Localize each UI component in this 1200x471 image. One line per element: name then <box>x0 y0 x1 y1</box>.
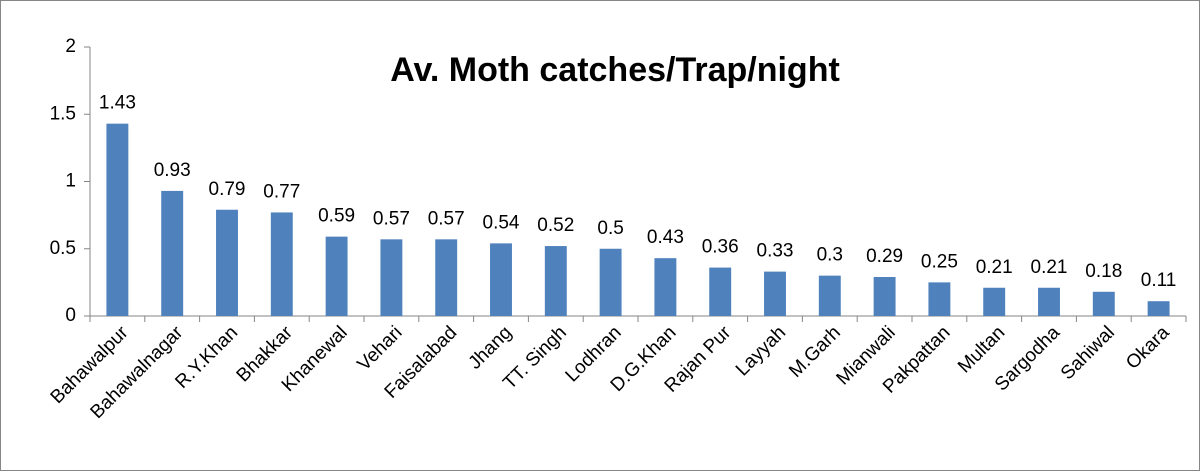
bar <box>216 209 238 316</box>
bar <box>599 248 622 316</box>
bar <box>764 271 786 316</box>
bar <box>1092 291 1115 316</box>
bar <box>325 236 348 316</box>
bar <box>1147 301 1170 316</box>
data-label: 0.79 <box>209 179 246 200</box>
y-tick-label: 2 <box>65 36 76 57</box>
bar <box>983 287 1006 316</box>
data-label: 0.54 <box>483 212 520 233</box>
data-label: 0.11 <box>1141 270 1177 291</box>
bar <box>106 123 129 316</box>
data-label: 0.5 <box>597 218 623 239</box>
data-label: 0.36 <box>702 237 739 258</box>
y-tick-label: 1.5 <box>50 103 76 124</box>
data-label: 0.93 <box>154 160 191 181</box>
data-label: 0.33 <box>757 241 794 262</box>
bar <box>928 282 951 316</box>
data-label: 0.77 <box>263 181 300 202</box>
bar <box>435 239 458 316</box>
bar <box>380 239 403 316</box>
data-label: 0.57 <box>373 208 410 229</box>
data-label: 0.57 <box>428 208 465 229</box>
bar <box>161 190 184 316</box>
bar <box>1038 287 1060 316</box>
bar <box>654 258 677 316</box>
data-label: 0.3 <box>817 245 843 266</box>
bar <box>873 276 896 316</box>
bar <box>544 246 567 316</box>
data-label: 1.43 <box>99 93 136 114</box>
bar <box>818 275 841 316</box>
data-label: 0.59 <box>318 206 355 227</box>
data-label: 0.29 <box>866 246 903 267</box>
data-label: 0.52 <box>537 215 574 236</box>
data-label: 0.43 <box>647 227 684 248</box>
bar <box>709 267 732 316</box>
data-label: 0.21 <box>1031 257 1068 278</box>
y-tick-label: 1 <box>65 171 76 192</box>
bar <box>490 243 512 316</box>
y-tick-label: 0 <box>65 305 76 326</box>
data-label: 0.18 <box>1085 261 1122 282</box>
bar <box>270 212 293 316</box>
y-tick-label: 0.5 <box>50 238 76 259</box>
data-label: 0.21 <box>976 257 1013 278</box>
data-label: 0.25 <box>921 251 958 272</box>
chart-title: Av. Moth catches/Trap/night <box>390 51 840 89</box>
